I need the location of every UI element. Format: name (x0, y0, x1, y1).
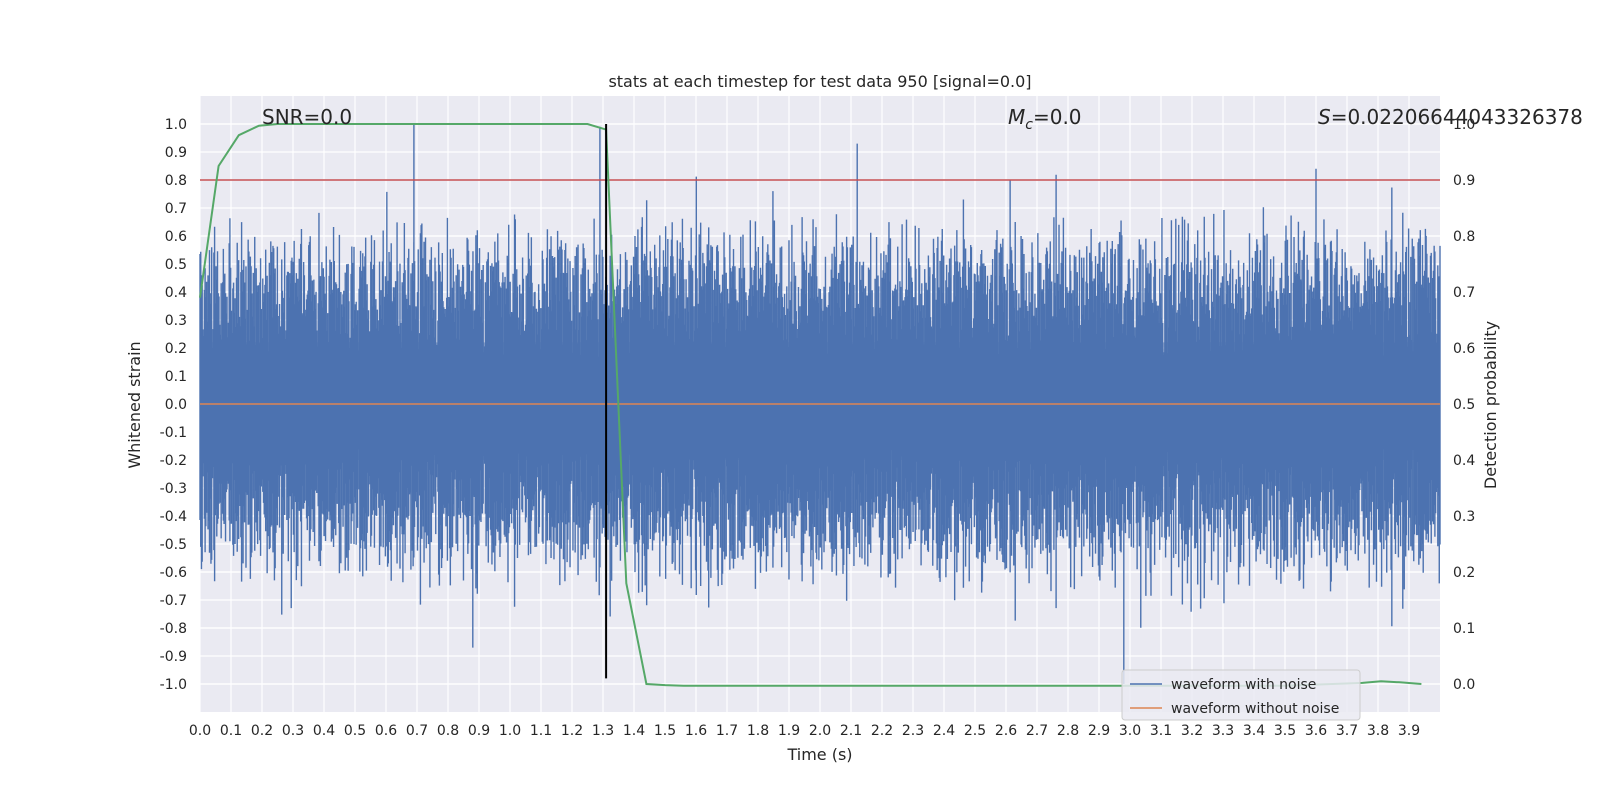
mc-subscript: c (1025, 117, 1033, 133)
y-tick-label: 0.7 (165, 201, 187, 217)
x-tick-label: 3.2 (1181, 723, 1203, 739)
y-tick-label: 0.1 (165, 369, 187, 385)
y-tick-label: 0.3 (165, 313, 187, 329)
x-tick-label: 0.9 (468, 723, 490, 739)
x-tick-label: 2.2 (871, 723, 893, 739)
legend-label-waveform-without-noise: waveform without noise (1171, 701, 1339, 717)
x-tick-label: 0.3 (282, 723, 304, 739)
x-tick-label: 2.7 (1026, 723, 1048, 739)
x-tick-label: 0.0 (189, 723, 211, 739)
x-tick-label: 3.1 (1150, 723, 1172, 739)
x-tick-label: 1.4 (623, 723, 645, 739)
x-tick-label: 3.8 (1367, 723, 1389, 739)
legend-box (1121, 669, 1361, 721)
x-tick-label: 1.7 (716, 723, 738, 739)
y-tick-labels: 1.0 0.9 0.8 0.7 0.6 0.5 0.4 0.3 0.2 0.1 0.0 -0.1 -0.… (160, 117, 187, 693)
y-tick-label: -0.9 (160, 649, 187, 665)
y2-tick-label: 0.9 (1453, 173, 1475, 189)
x-tick-label: 1.3 (592, 723, 614, 739)
x-tick-label: 2.9 (1088, 723, 1110, 739)
y-tick-label: 0.5 (165, 257, 187, 273)
x-tick-labels: 0.0 0.1 0.2 0.3 0.4 0.5 0.6 0.7 0.8 0.9 1.0 1.1 1.2 1… (189, 723, 1420, 739)
annotation-mc: Mc=0.0 (1008, 105, 1082, 133)
x-tick-label: 1.6 (685, 723, 707, 739)
y2-tick-label: 0.6 (1453, 341, 1475, 357)
y2-axis-label: Detection probability (1481, 321, 1500, 489)
y2-tick-label: 0.4 (1453, 453, 1475, 469)
annotation-snr: SNR=0.0 (262, 105, 352, 129)
y-tick-label: 1.0 (165, 117, 187, 133)
y-tick-label: -0.2 (160, 453, 187, 469)
y2-tick-label: 0.3 (1453, 509, 1475, 525)
x-tick-label: 0.7 (406, 723, 428, 739)
x-tick-label: 3.6 (1305, 723, 1327, 739)
x-tick-label: 3.4 (1243, 723, 1265, 739)
mc-symbol: M (1008, 105, 1025, 129)
x-tick-label: 0.8 (437, 723, 459, 739)
y-tick-label: 0.8 (165, 173, 187, 189)
y-tick-label: -0.1 (160, 425, 187, 441)
s-symbol: S (1318, 105, 1331, 129)
x-tick-label: 3.7 (1336, 723, 1358, 739)
x-tick-label: 3.5 (1274, 723, 1296, 739)
y-tick-label: -0.7 (160, 593, 187, 609)
y-tick-label: 0.2 (165, 341, 187, 357)
noise-dense-band (200, 342, 1440, 460)
y-tick-label: 0.9 (165, 145, 187, 161)
x-tick-label: 2.1 (840, 723, 862, 739)
x-tick-label: 1.9 (778, 723, 800, 739)
y-tick-label: -0.5 (160, 537, 187, 553)
y2-tick-label: 0.1 (1453, 621, 1475, 637)
x-tick-label: 3.0 (1119, 723, 1141, 739)
x-tick-label: 0.6 (375, 723, 397, 739)
y-tick-label: -0.4 (160, 509, 187, 525)
noise-series (199, 124, 1441, 684)
y2-tick-label: 0.0 (1453, 677, 1475, 693)
x-tick-label: 1.8 (747, 723, 769, 739)
x-tick-label: 2.3 (902, 723, 924, 739)
y-tick-label: -0.6 (160, 565, 187, 581)
y2-tick-labels: 1.0 0.9 0.8 0.7 0.6 0.5 0.4 0.3 0.2 0.1 0.0 (1453, 117, 1475, 693)
y-tick-label: -0.3 (160, 481, 187, 497)
x-tick-label: 1.1 (530, 723, 552, 739)
x-tick-label: 3.9 (1398, 723, 1420, 739)
x-tick-label: 0.2 (251, 723, 273, 739)
x-tick-label: 0.1 (220, 723, 242, 739)
x-tick-label: 2.4 (933, 723, 955, 739)
y2-tick-label: 0.2 (1453, 565, 1475, 581)
x-tick-label: 0.5 (344, 723, 366, 739)
x-tick-label: 0.4 (313, 723, 335, 739)
y2-tick-label: 0.5 (1453, 397, 1475, 413)
x-tick-label: 3.3 (1212, 723, 1234, 739)
x-tick-label: 1.5 (654, 723, 676, 739)
annotation-s: S=0.02206644043326378 (1318, 105, 1583, 129)
y2-tick-label: 1.0 (1453, 117, 1475, 133)
legend: waveform with noise waveform without noi… (1121, 669, 1361, 721)
y-tick-label: 0.4 (165, 285, 187, 301)
mc-value: =0.0 (1033, 105, 1082, 129)
x-tick-label: 1.2 (561, 723, 583, 739)
y-tick-label: 0.6 (165, 229, 187, 245)
chart-title: stats at each timestep for test data 950… (608, 72, 1031, 91)
s-value: =0.02206644043326378 (1331, 105, 1583, 129)
x-tick-label: 2.6 (995, 723, 1017, 739)
y-tick-label: -0.8 (160, 621, 187, 637)
legend-label-waveform-with-noise: waveform with noise (1171, 677, 1316, 693)
y2-tick-label: 0.7 (1453, 285, 1475, 301)
x-axis-label: Time (s) (786, 745, 852, 764)
y2-tick-label: 0.8 (1453, 229, 1475, 245)
x-tick-label: 1.0 (499, 723, 521, 739)
y-axis-label: Whitened strain (125, 341, 144, 468)
x-tick-label: 2.8 (1057, 723, 1079, 739)
y-tick-label: -1.0 (160, 677, 187, 693)
x-tick-label: 2.5 (964, 723, 986, 739)
x-tick-label: 2.0 (809, 723, 831, 739)
y-tick-label: 0.0 (165, 397, 187, 413)
